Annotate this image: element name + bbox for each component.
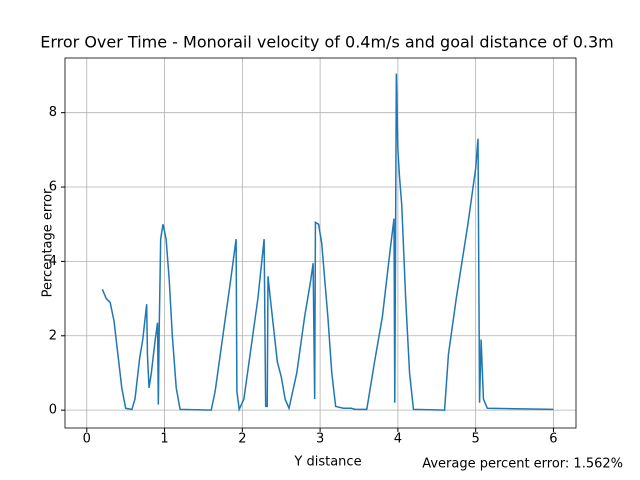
y-tick-label: 6 xyxy=(49,180,57,195)
x-tick-label: 6 xyxy=(549,432,557,447)
x-tick-label: 0 xyxy=(83,432,91,447)
y-axis-label: Percentage error xyxy=(41,188,56,297)
plot-frame xyxy=(64,57,577,429)
y-tick-label: 0 xyxy=(49,403,57,418)
x-tick-label: 5 xyxy=(472,432,480,447)
y-tick-label: 4 xyxy=(49,254,57,269)
annotation: Average percent error: 1.562% xyxy=(422,457,623,472)
line-series xyxy=(101,73,554,413)
x-tick-label: 4 xyxy=(394,432,402,447)
x-tick-label: 1 xyxy=(160,432,168,447)
x-axis-label: Y distance xyxy=(293,455,361,470)
x-tick-label: 3 xyxy=(316,432,324,447)
y-tick-label: 8 xyxy=(49,105,57,120)
chart-title: Error Over Time - Monorail velocity of 0… xyxy=(40,33,614,52)
x-tick-label: 2 xyxy=(238,432,246,447)
y-tick-label: 2 xyxy=(49,328,57,343)
